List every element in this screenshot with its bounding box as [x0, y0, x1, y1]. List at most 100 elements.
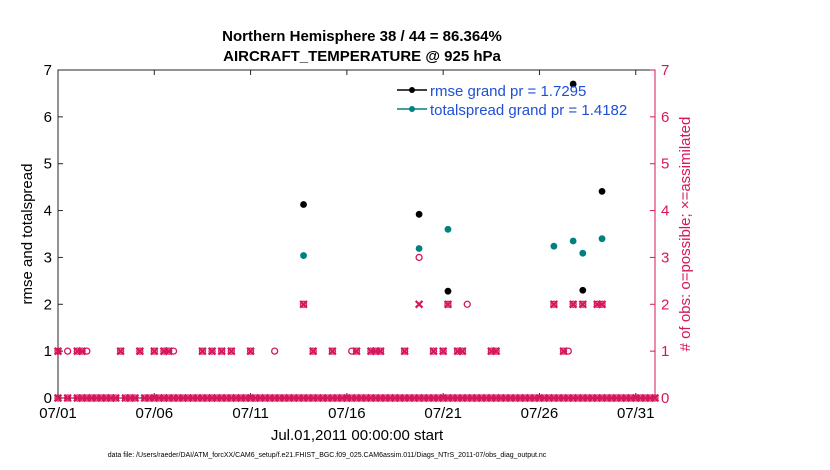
obs-possible-marker [237, 394, 245, 402]
obs-possible-marker [63, 347, 72, 355]
obs-possible-marker [348, 347, 356, 355]
obs-possible-marker [63, 394, 72, 402]
obs-possible-marker [545, 394, 553, 402]
obs-possible-marker [627, 394, 635, 402]
obs-assimilated-stroke [130, 393, 140, 403]
obs-assimilated-stroke [207, 346, 217, 356]
obs-possible-marker [271, 394, 279, 402]
obs-assimilated-stroke [352, 346, 361, 356]
legend: rmse grand pr = 1.7295 totalspread grand… [397, 83, 627, 119]
obs-assimilated-marker [130, 393, 140, 403]
obs-possible-marker [372, 394, 380, 402]
obs-assimilated-marker [53, 393, 63, 403]
obs-possible-marker [126, 394, 134, 402]
obs-assimilated-stroke [77, 346, 87, 356]
obs-possible-marker [530, 394, 539, 402]
obs-assimilated-stroke [53, 346, 63, 356]
obs-possible-marker [579, 300, 587, 308]
totalspread-series [300, 225, 606, 259]
obs-possible-marker [362, 394, 370, 402]
obs-possible-marker [564, 394, 572, 402]
obs-possible-marker [497, 394, 505, 402]
obs-possible-marker [309, 347, 317, 355]
left-y-axis-label: rmse and totalspread [19, 164, 36, 305]
obs-possible-marker [227, 347, 235, 355]
obs-possible-marker [54, 347, 62, 355]
left-y-tick-label: 7 [44, 62, 52, 79]
obs-possible-marker [444, 300, 452, 308]
totalspread-point [444, 225, 452, 233]
obs-assimilated-marker [549, 300, 559, 309]
obs-possible-marker [376, 347, 385, 355]
obs-possible-marker [116, 347, 125, 355]
obs-assimilated-marker [207, 346, 217, 356]
obs-possible-marker [88, 394, 96, 402]
obs-assimilated-marker [414, 300, 424, 309]
x-tick-label: 07/06 [136, 405, 174, 422]
obs-possible-marker [473, 394, 481, 402]
obs-possible-marker [218, 347, 226, 355]
obs-possible-marker [564, 347, 572, 355]
obs-possible-marker [400, 394, 409, 402]
obs-assimilated-stroke [135, 346, 145, 356]
obs-possible-marker [208, 394, 216, 402]
obs-possible-marker [285, 394, 293, 402]
obs-assimilated-stroke [438, 346, 448, 356]
obs-possible-marker [203, 394, 211, 402]
obs-possible-marker [434, 394, 442, 402]
obs-possible-marker [155, 394, 163, 402]
obs-assimilated-marker [328, 346, 337, 356]
obs-possible-marker [463, 394, 471, 402]
obs-possible-marker [193, 394, 202, 402]
right-y-tick-label: 4 [661, 203, 669, 220]
obs-possible-marker [415, 253, 423, 262]
obs-possible-marker [78, 394, 86, 402]
obs-possible-marker [391, 394, 399, 402]
obs-possible-marker [112, 394, 120, 402]
obs-possible-marker [179, 394, 187, 402]
obs-possible-marker [145, 394, 154, 402]
obs-possible-marker [299, 394, 308, 402]
obs-assimilated-marker [299, 300, 308, 309]
obs-assimilated-marker [568, 300, 578, 309]
obs-possible-marker [439, 394, 447, 402]
obs-possible-marker [271, 347, 279, 355]
obs-assimilated-stroke [328, 346, 337, 356]
obs-possible-marker [184, 394, 192, 402]
obs-possible-marker [266, 394, 274, 402]
obs-assimilated-marker [597, 300, 607, 309]
obs-possible-marker [256, 394, 264, 402]
obs-possible-marker [439, 347, 447, 355]
obs-possible-marker [492, 394, 500, 402]
obs-possible-marker [213, 394, 221, 402]
obs-possible-marker [632, 394, 640, 402]
obs-possible-marker [150, 394, 158, 402]
obs-assimilated-stroke [116, 346, 125, 356]
obs-possible-marker [641, 394, 650, 402]
obs-assimilated-marker [116, 346, 125, 356]
obs-possible-marker [550, 300, 558, 308]
obs-possible-marker [73, 394, 81, 402]
obs-possible-marker [608, 394, 616, 402]
obs-possible-marker [583, 394, 592, 402]
obs-possible-marker [535, 394, 544, 402]
obs-assimilated-stroke [568, 300, 578, 309]
obs-possible-marker [429, 394, 438, 402]
obs-possible-marker [280, 394, 288, 402]
obs-possible-marker [323, 394, 332, 402]
obs-possible-marker [646, 394, 654, 402]
obs-possible-series [54, 253, 659, 402]
right-y-axis-label: # of obs: o=possible; ×=assimilated [677, 117, 694, 352]
obs-assimilated-marker [491, 346, 501, 356]
obs-possible-marker [295, 394, 303, 402]
obs-assimilated-stroke [443, 300, 453, 309]
right-y-tick-label: 7 [661, 62, 669, 79]
obs-possible-marker [386, 394, 394, 402]
right-y-tick-label: 3 [661, 249, 669, 266]
obs-assimilated-marker [578, 300, 587, 309]
obs-possible-marker [218, 394, 226, 402]
obs-assimilated-marker [135, 346, 145, 356]
obs-possible-marker [405, 394, 414, 402]
left-y-tick-label: 4 [44, 203, 52, 220]
